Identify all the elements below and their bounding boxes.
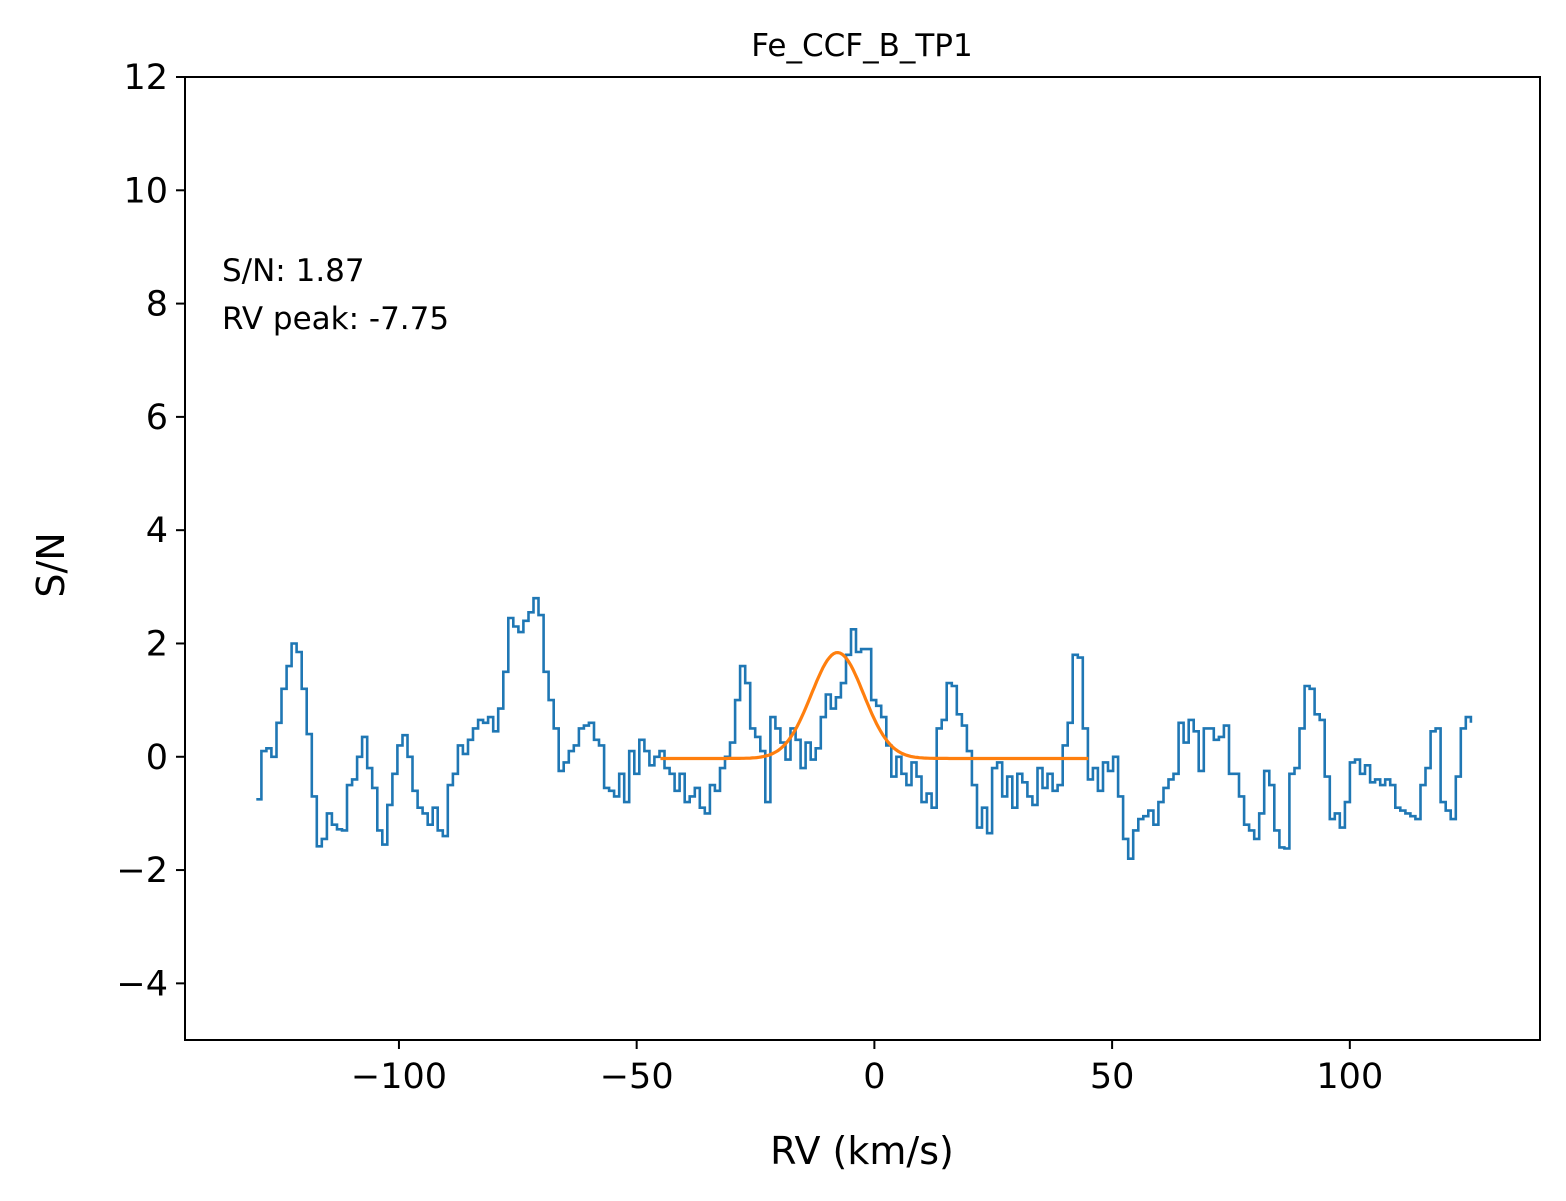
- plot-frame: [184, 76, 1541, 1041]
- series-ccf-line: [256, 596, 1473, 860]
- y-tick-label-5: 6: [146, 398, 168, 438]
- x-tick-label-0: −100: [351, 1057, 447, 1097]
- x-axis: −100 −50 0 50 100: [351, 1040, 1383, 1097]
- y-axis-label: S/N: [29, 532, 73, 597]
- y-tick-label-4: 4: [146, 511, 168, 551]
- series-gaussian-fit: [660, 650, 1089, 761]
- y-tick-label-2: 0: [146, 738, 168, 778]
- plot-area: [256, 596, 1473, 860]
- y-tick-label-8: 12: [123, 58, 168, 98]
- x-tick-label-2: 0: [863, 1057, 885, 1097]
- chart-title: Fe_CCF_B_TP1: [751, 28, 972, 64]
- y-tick-label-7: 10: [123, 171, 168, 211]
- y-tick-label-3: 2: [146, 624, 168, 664]
- y-tick-label-6: 8: [146, 285, 168, 325]
- annotation-rv-peak: RV peak: -7.75: [222, 301, 449, 337]
- y-axis: −4 −2 0 2 4 6 8 10 12: [116, 58, 185, 1004]
- x-tick-label-3: 50: [1090, 1057, 1135, 1097]
- y-tick-label-0: −4: [116, 964, 168, 1004]
- x-axis-label: RV (km/s): [770, 1129, 954, 1173]
- x-tick-label-4: 100: [1316, 1057, 1383, 1097]
- y-tick-label-1: −2: [116, 851, 168, 891]
- annotation-sn: S/N: 1.87: [222, 253, 365, 289]
- x-tick-label-1: −50: [600, 1057, 674, 1097]
